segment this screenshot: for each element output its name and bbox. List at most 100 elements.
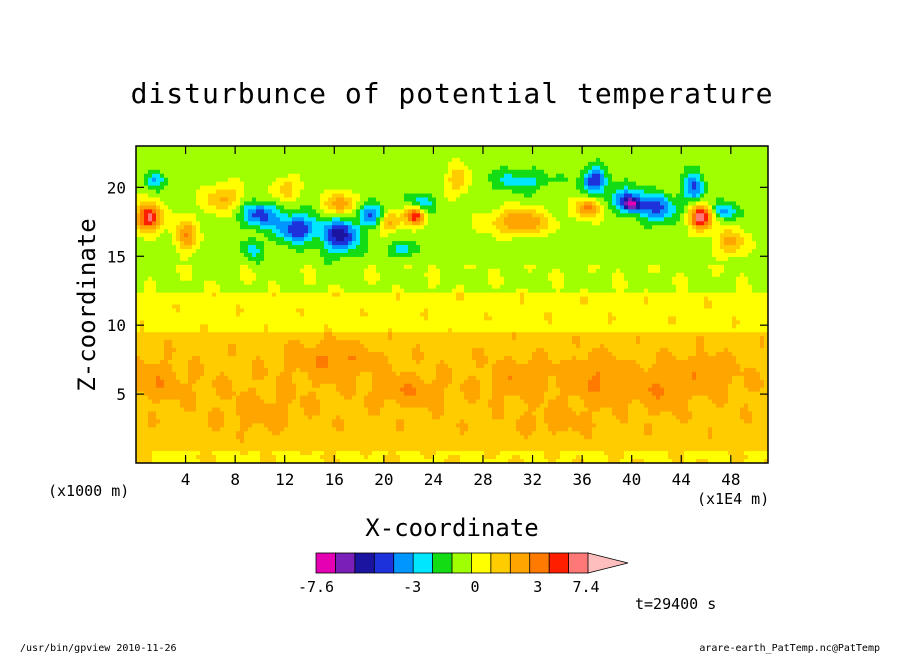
field-cell [208, 189, 213, 194]
field-cell [536, 165, 541, 171]
field-cell [644, 197, 649, 202]
field-cell [644, 213, 649, 218]
field-cell [536, 193, 541, 198]
field-cell [532, 221, 537, 226]
field-cell [556, 181, 561, 187]
field-cell [240, 181, 245, 187]
field-cell [148, 161, 153, 167]
field-cell [500, 197, 505, 202]
field-cell [204, 201, 209, 206]
field-cell [564, 249, 569, 254]
field-cell [260, 177, 265, 183]
field-cell [160, 225, 165, 230]
field-cell [400, 237, 405, 242]
field-cell [668, 233, 673, 238]
field-cell [580, 233, 585, 238]
field-cell [576, 161, 581, 167]
field-cell [680, 157, 685, 163]
field-cell [260, 241, 265, 246]
field-cell [656, 197, 661, 202]
field-cell [744, 201, 749, 206]
field-cell [368, 264, 373, 270]
field-cell [504, 177, 509, 183]
field-cell [724, 201, 729, 206]
field-cell [588, 260, 593, 266]
field-cell [584, 193, 589, 198]
field-cell [248, 169, 253, 175]
field-cell [448, 225, 453, 230]
field-cell [436, 209, 441, 214]
field-cell [388, 189, 393, 194]
field-cell [672, 185, 677, 190]
field-cell [668, 161, 673, 167]
field-cell [228, 193, 233, 198]
field-cell [260, 268, 265, 274]
field-cell [668, 193, 673, 198]
field-cell [180, 181, 185, 187]
field-cell [648, 217, 653, 222]
field-cell [200, 221, 205, 226]
field-cell [216, 173, 221, 179]
field-cell [576, 245, 581, 250]
field-cell [548, 146, 553, 151]
field-cell [484, 169, 489, 175]
field-cell [464, 252, 469, 258]
field-cell [180, 153, 185, 159]
field-cell [608, 153, 613, 159]
field-cell [172, 185, 177, 190]
field-cell [272, 157, 277, 163]
field-cell [492, 197, 497, 202]
field-cell [680, 241, 685, 246]
field-cell [168, 241, 173, 246]
field-cell [708, 241, 713, 246]
field-cell [260, 181, 265, 187]
field-cell [284, 229, 289, 234]
field-cell [480, 249, 485, 254]
field-cell [540, 237, 545, 242]
field-cell [548, 177, 553, 183]
field-cell [380, 268, 385, 274]
field-cell [336, 209, 341, 214]
field-cell [576, 260, 581, 266]
field-cell [384, 245, 389, 250]
field-cell [548, 201, 553, 206]
field-cell [648, 256, 653, 262]
field-cell [420, 249, 425, 254]
field-cell [452, 233, 457, 238]
field-cell [480, 201, 485, 206]
field-cell [636, 201, 641, 206]
field-cell [636, 157, 641, 163]
field-cell [332, 252, 337, 258]
field-cell [524, 177, 529, 183]
field-cell [464, 177, 469, 183]
field-cell [544, 252, 549, 258]
field-cell [272, 249, 277, 254]
field-cell [552, 153, 557, 159]
field-cell [148, 173, 153, 179]
field-cell [196, 169, 201, 175]
field-cell [728, 181, 733, 187]
field-cell [316, 233, 321, 238]
field-cell [368, 197, 373, 202]
field-cell [144, 185, 149, 190]
field-cell [632, 213, 637, 218]
field-cell [488, 237, 493, 242]
field-cell [448, 181, 453, 187]
field-cell [220, 153, 225, 159]
field-cell [464, 165, 469, 171]
field-cell [696, 193, 701, 198]
field-cell [176, 201, 181, 206]
field-cell [276, 225, 281, 230]
field-cell [648, 260, 653, 266]
field-cell [592, 149, 597, 155]
field-cell [176, 233, 181, 238]
field-cell [740, 252, 745, 258]
field-cell [708, 165, 713, 171]
field-cell [612, 149, 617, 155]
field-cell [664, 256, 669, 262]
field-cell [352, 205, 357, 210]
field-cell [224, 197, 229, 202]
field-cell [580, 173, 585, 179]
field-cell [468, 213, 473, 218]
